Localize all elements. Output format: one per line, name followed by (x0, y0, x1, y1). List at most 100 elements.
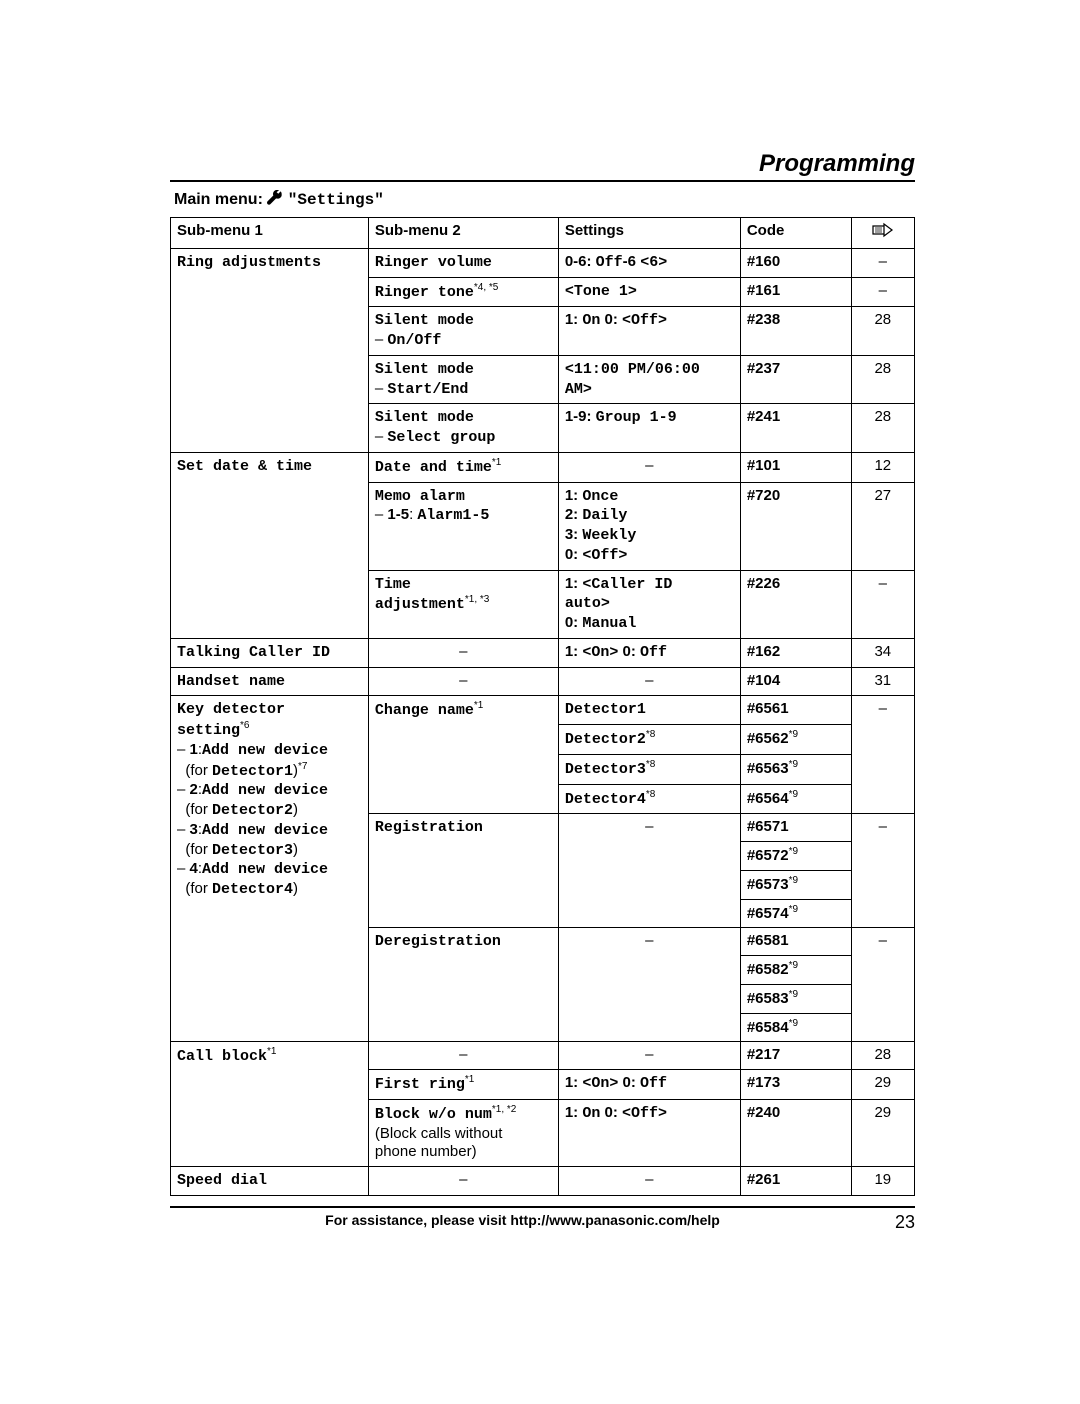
table-row: Call block*1 – – #217 28 (171, 1042, 915, 1070)
cell: – (368, 667, 558, 696)
cell: #6571 (747, 818, 789, 835)
cell: Registration (375, 819, 483, 836)
cell: – (558, 814, 740, 928)
cell: 28 (851, 307, 914, 356)
cell: #6573*9 (740, 870, 851, 899)
table-row: Set date & time Date and time*1 – #101 1… (171, 452, 915, 482)
cell: Memo alarm– 1-5: Alarm1-5 (368, 482, 558, 570)
cell: – (368, 638, 558, 667)
cell: #237 (747, 360, 780, 377)
cell: – (368, 1042, 558, 1070)
h-submenu2: Sub-menu 2 (368, 218, 558, 249)
cell: Detector1 (565, 701, 646, 718)
cell: Ringer volume (375, 254, 492, 271)
cell: – (851, 248, 914, 277)
cell: Date and time*1 (368, 452, 558, 482)
main-menu-line: Main menu: "Settings" (174, 190, 915, 211)
cell: 12 (851, 452, 914, 482)
cell: #6563*9 (740, 754, 851, 784)
cell: Talking Caller ID (177, 644, 330, 661)
cell: Ring adjustments (177, 254, 321, 271)
cell: 1: <On> 0: Off (558, 1070, 740, 1100)
cell: #161 (747, 282, 780, 299)
cell: #104 (747, 672, 780, 689)
cell: Timeadjustment*1, *3 (368, 570, 558, 638)
cell: Change name*1 (368, 696, 558, 814)
cell: Detector2*8 (558, 725, 740, 755)
cell: – (558, 1042, 740, 1070)
section-title: Programming (170, 150, 915, 182)
cell: Key detector setting*6 – 1:Add new devic… (171, 696, 369, 1042)
cell: – (558, 452, 740, 482)
cell: 1: On 0: <Off> (558, 307, 740, 356)
cell: 28 (851, 1042, 914, 1070)
cell: #6561 (747, 700, 789, 717)
cell: – (851, 277, 914, 307)
cell: Ringer tone*4, *5 (368, 277, 558, 307)
cell: 1: <On> 0: Off (558, 638, 740, 667)
cell: #720 (747, 487, 780, 504)
cell: #6562*9 (740, 725, 851, 755)
cell: #173 (747, 1074, 780, 1091)
cell: 19 (851, 1167, 914, 1196)
page-container: Programming Main menu: "Settings" Sub-me… (0, 0, 1080, 1293)
cell: – (558, 1167, 740, 1196)
cell: Detector3*8 (558, 754, 740, 784)
cell: #6581 (747, 932, 789, 949)
cell: 27 (851, 482, 914, 570)
cell: 0-6: Off-6 <6> (558, 248, 740, 277)
cell: #162 (747, 643, 780, 660)
cell: – (851, 814, 914, 928)
cell: – (851, 570, 914, 638)
cell: 1: On 0: <Off> (558, 1099, 740, 1166)
page-footer: For assistance, please visit http://www.… (170, 1206, 915, 1233)
cell: 31 (851, 667, 914, 696)
cell: Call block*1 (171, 1042, 369, 1167)
h-pageref (851, 218, 914, 249)
cell: #217 (747, 1046, 780, 1063)
page-ref-icon (858, 222, 908, 244)
h-settings: Settings (558, 218, 740, 249)
cell: Set date & time (177, 458, 312, 475)
cell: First ring*1 (368, 1070, 558, 1100)
cell: 28 (851, 404, 914, 453)
cell: – (368, 1167, 558, 1196)
table-row: Handset name – – #104 31 (171, 667, 915, 696)
footer-text: For assistance, please visit http://www.… (170, 1212, 875, 1233)
cell: Deregistration (375, 933, 501, 950)
cell: #6564*9 (740, 784, 851, 814)
cell: 1: <Caller ID auto> 0: Manual (558, 570, 740, 638)
cell: – (851, 928, 914, 1042)
cell: #261 (747, 1171, 780, 1188)
cell: 29 (851, 1070, 914, 1100)
cell: 1-9: Group 1-9 (558, 404, 740, 453)
cell: Silent mode– Start/End (368, 355, 558, 404)
main-menu-prefix: Main menu: (174, 191, 267, 208)
cell: 28 (851, 355, 914, 404)
table-row: Ring adjustments Ringer volume 0-6: Off-… (171, 248, 915, 277)
h-submenu1: Sub-menu 1 (171, 218, 369, 249)
cell: #6574*9 (740, 899, 851, 928)
cell: – (851, 696, 914, 814)
main-menu-value: "Settings" (288, 191, 384, 209)
cell: <11:00 PM/06:00AM> (558, 355, 740, 404)
cell: #226 (747, 575, 780, 592)
table-row: Speed dial – – #261 19 (171, 1167, 915, 1196)
cell: #6583*9 (740, 984, 851, 1013)
cell: #101 (747, 457, 780, 474)
cell: #241 (747, 408, 780, 425)
cell: Block w/o num*1, *2(Block calls withoutp… (368, 1099, 558, 1166)
cell: Silent mode– Select group (368, 404, 558, 453)
cell: #238 (747, 311, 780, 328)
cell: Handset name (177, 673, 285, 690)
cell: – (558, 667, 740, 696)
table-row: Key detector setting*6 – 1:Add new devic… (171, 696, 915, 725)
cell: #6584*9 (740, 1013, 851, 1042)
cell: 29 (851, 1099, 914, 1166)
settings-table: Sub-menu 1 Sub-menu 2 Settings Code Ring… (170, 217, 915, 1196)
h-code: Code (740, 218, 851, 249)
cell: – (558, 928, 740, 1042)
cell: #6582*9 (740, 956, 851, 985)
cell: 34 (851, 638, 914, 667)
cell: #6572*9 (740, 842, 851, 871)
